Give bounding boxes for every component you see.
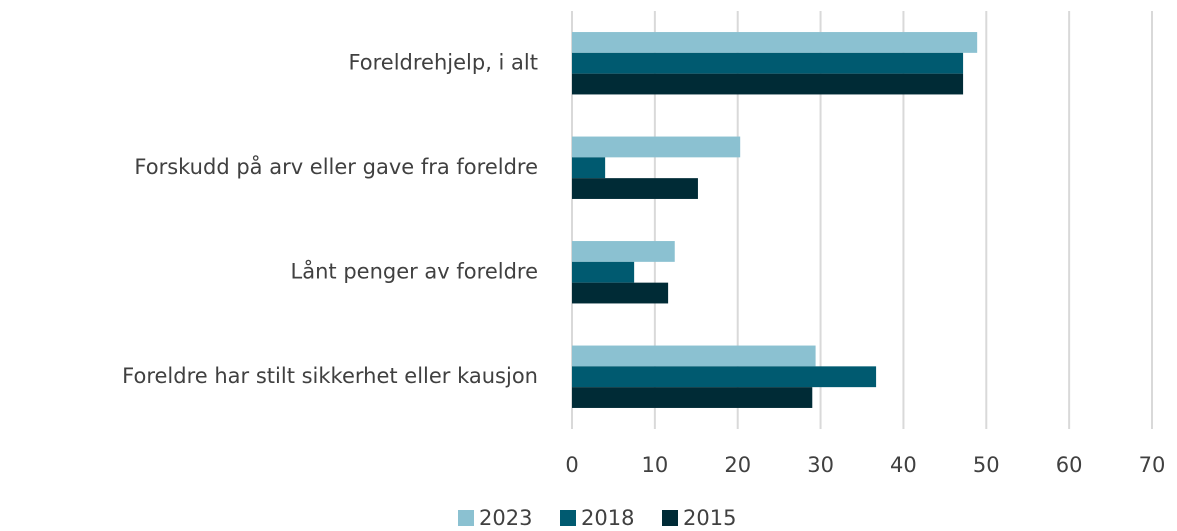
bar: [572, 178, 698, 199]
bar: [572, 73, 964, 95]
legend-swatch: [458, 510, 474, 526]
x-tick-label: 30: [807, 453, 834, 477]
bar: [572, 261, 635, 283]
x-tick-label: 20: [724, 453, 751, 477]
y-tick-label: Lånt penger av foreldre: [291, 258, 538, 283]
legend-swatch: [560, 510, 576, 526]
legend-swatch: [662, 510, 678, 526]
bar: [572, 157, 606, 179]
legend-label: 2015: [683, 506, 736, 530]
bar: [572, 282, 669, 304]
x-tick-label: 60: [1056, 453, 1083, 477]
x-tick-label: 0: [565, 453, 578, 477]
y-tick-label: Forskudd på arv eller gave fra foreldre: [134, 154, 538, 179]
bar: [572, 52, 964, 74]
y-tick-label: Foreldre har stilt sikkerhet eller kausj…: [122, 364, 538, 388]
bar: [572, 241, 675, 262]
legend-label: 2023: [479, 506, 532, 530]
bar: [572, 366, 877, 388]
bar: [572, 32, 978, 53]
x-tick-label: 40: [890, 453, 917, 477]
bar: [572, 387, 813, 408]
legend-label: 2018: [581, 506, 634, 530]
bar: [572, 136, 741, 158]
x-tick-label: 10: [641, 453, 668, 477]
x-tick-label: 50: [973, 453, 1000, 477]
x-tick-label: 70: [1139, 453, 1166, 477]
bar: [572, 345, 816, 367]
y-tick-label: Foreldrehjelp, i alt: [348, 50, 538, 74]
